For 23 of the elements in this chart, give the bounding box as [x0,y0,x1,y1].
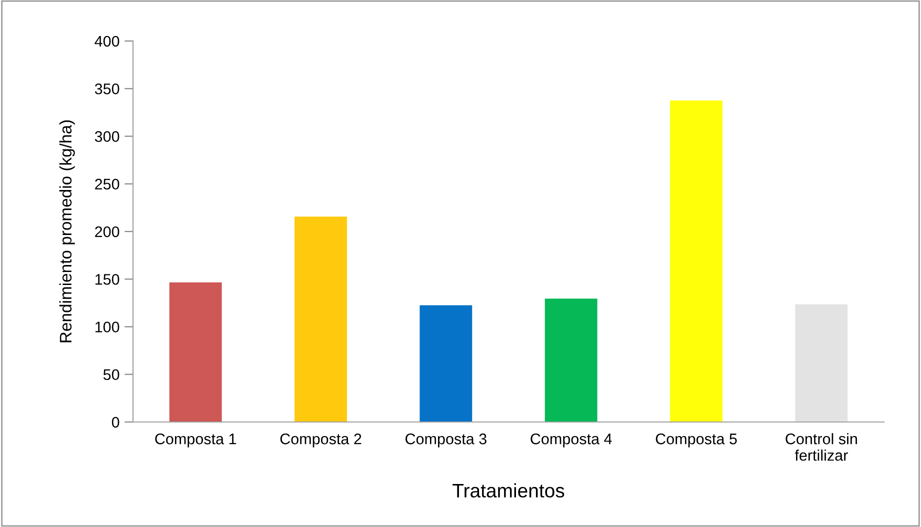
y-tick-label: 150 [95,274,120,285]
bar [294,216,347,422]
y-tick-label: 350 [94,83,120,94]
x-tick-label: Control sin fertilizar [786,433,857,461]
y-tick-label: 0 [112,416,120,428]
x-tick-label: Composta 3 [406,434,486,448]
bar [544,298,598,422]
y-tick-label: 200 [95,226,120,238]
bar [795,304,848,422]
x-tick-label: Composta 4 [530,434,612,448]
x-tick-label: Composta 2 [280,434,362,448]
y-axis-title: Rendimiento promedio (kg/ha) [59,120,75,342]
bar [670,100,722,422]
y-tick-label: 100 [95,322,120,332]
x-axis-title: Tratamientos [452,483,564,498]
y-tick-label: 400 [94,36,120,47]
y-tick-label: 50 [103,369,120,380]
y-tick-label: 250 [95,178,120,190]
y-tick-label: 300 [94,131,120,142]
x-tick-label: Composta 5 [656,434,737,448]
bar [420,305,472,422]
bar [169,282,222,422]
x-tick-label: Composta 1 [155,434,236,448]
